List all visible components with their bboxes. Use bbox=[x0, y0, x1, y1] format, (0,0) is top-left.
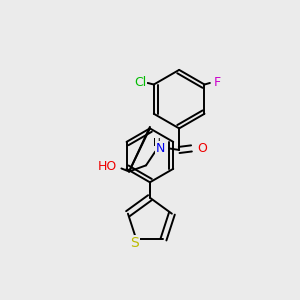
Text: HO: HO bbox=[98, 160, 117, 173]
Text: Cl: Cl bbox=[134, 76, 146, 89]
Text: O: O bbox=[197, 142, 207, 155]
Text: N: N bbox=[156, 142, 165, 155]
Text: H: H bbox=[153, 138, 161, 148]
Text: F: F bbox=[214, 76, 221, 89]
Text: S: S bbox=[130, 236, 139, 250]
